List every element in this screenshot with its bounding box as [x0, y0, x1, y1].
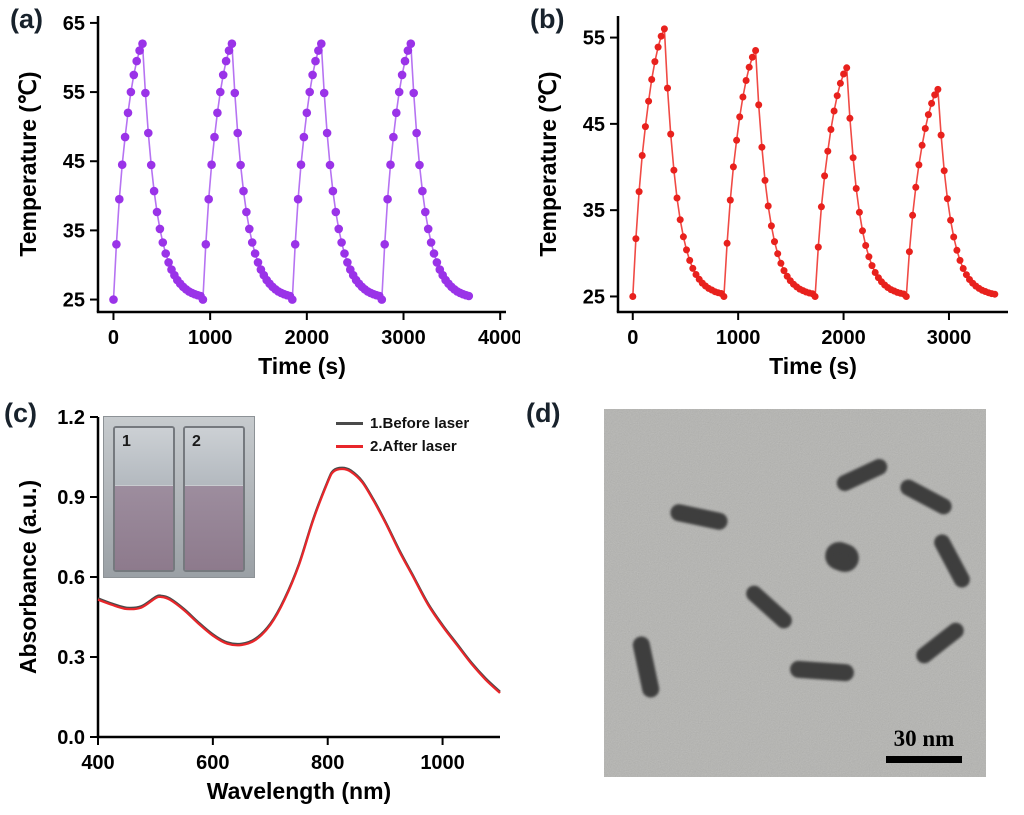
cuvette-1-number: 1: [122, 433, 131, 450]
cuvette-photo-inset: 1 2: [103, 416, 255, 578]
cuvette-1-liquid: [115, 484, 173, 570]
svg-text:0.9: 0.9: [57, 487, 85, 509]
legend-item-before-laser: 1.Before laser: [336, 412, 469, 435]
panel-a-temperature-chart: 0 1000 2000 3000 4000 25 35 45 55 65 Time (s) Tempe…: [15, 13, 520, 379]
scale-bar-label: 30 nm: [893, 726, 955, 751]
svg-text:0: 0: [108, 327, 119, 349]
svg-text:Temperature (℃): Temperature (℃): [535, 71, 561, 256]
svg-text:4000: 4000: [478, 327, 520, 349]
legend: 1.Before laser 2.After laser: [336, 412, 469, 458]
panel-b-temperature-chart: 0 1000 2000 3000 25 35 45 55 Time (s) Temperature…: [535, 16, 1008, 379]
panel-a-label: (a): [10, 4, 43, 34]
panel-d-label: (d): [526, 398, 561, 428]
svg-text:25: 25: [63, 290, 85, 312]
svg-text:65: 65: [63, 13, 85, 35]
cuvette-2-number: 2: [192, 433, 201, 450]
tem-image: 30 nm: [604, 409, 986, 777]
cuvette-2-glass: [185, 428, 243, 485]
cuvette-1-glass: [115, 428, 173, 485]
panel-c-absorbance-chart: 400 600 800 1000 0.0 0.3 0.6 0.9 1.2 Wavelength (…: [15, 407, 501, 804]
svg-text:55: 55: [583, 28, 605, 50]
svg-text:0.6: 0.6: [57, 567, 85, 589]
svg-text:0.3: 0.3: [57, 647, 85, 669]
tem-nanorods-graphic: [604, 409, 986, 777]
svg-text:Wavelength (nm): Wavelength (nm): [207, 778, 391, 804]
svg-text:1.2: 1.2: [57, 407, 85, 429]
svg-text:400: 400: [81, 752, 114, 774]
svg-text:2000: 2000: [285, 327, 330, 349]
svg-text:35: 35: [63, 220, 85, 242]
svg-text:1000: 1000: [420, 752, 465, 774]
svg-text:Absorbance (a.u.): Absorbance (a.u.): [15, 480, 41, 674]
svg-text:Temperature (℃): Temperature (℃): [15, 71, 41, 256]
svg-text:45: 45: [583, 114, 605, 136]
svg-text:45: 45: [63, 151, 85, 173]
cuvette-2: 2: [183, 426, 245, 572]
svg-text:25: 25: [583, 286, 605, 308]
svg-text:35: 35: [583, 200, 605, 222]
cuvette-2-liquid: [185, 484, 243, 570]
svg-text:3000: 3000: [927, 327, 972, 349]
svg-text:Time (s): Time (s): [769, 353, 857, 379]
svg-text:1000: 1000: [188, 327, 233, 349]
cuvette-1: 1: [113, 426, 175, 572]
panel-c-label: (c): [4, 398, 37, 428]
svg-text:55: 55: [63, 82, 85, 104]
panel-b-label: (b): [530, 4, 565, 34]
svg-text:1000: 1000: [716, 327, 761, 349]
legend-line-after-icon: [336, 445, 363, 448]
legend-label-before: 1.Before laser: [370, 415, 470, 432]
svg-text:0: 0: [627, 327, 638, 349]
svg-text:800: 800: [311, 752, 344, 774]
legend-item-after-laser: 2.After laser: [336, 435, 469, 458]
svg-text:600: 600: [196, 752, 229, 774]
legend-label-after: 2.After laser: [370, 438, 457, 455]
scale-bar: 30 nm: [886, 726, 962, 763]
svg-text:0.0: 0.0: [57, 727, 85, 749]
svg-text:2000: 2000: [821, 327, 866, 349]
svg-text:Time (s): Time (s): [258, 353, 346, 379]
svg-text:3000: 3000: [381, 327, 426, 349]
scale-bar-line: [886, 756, 962, 763]
legend-line-before-icon: [336, 422, 363, 425]
